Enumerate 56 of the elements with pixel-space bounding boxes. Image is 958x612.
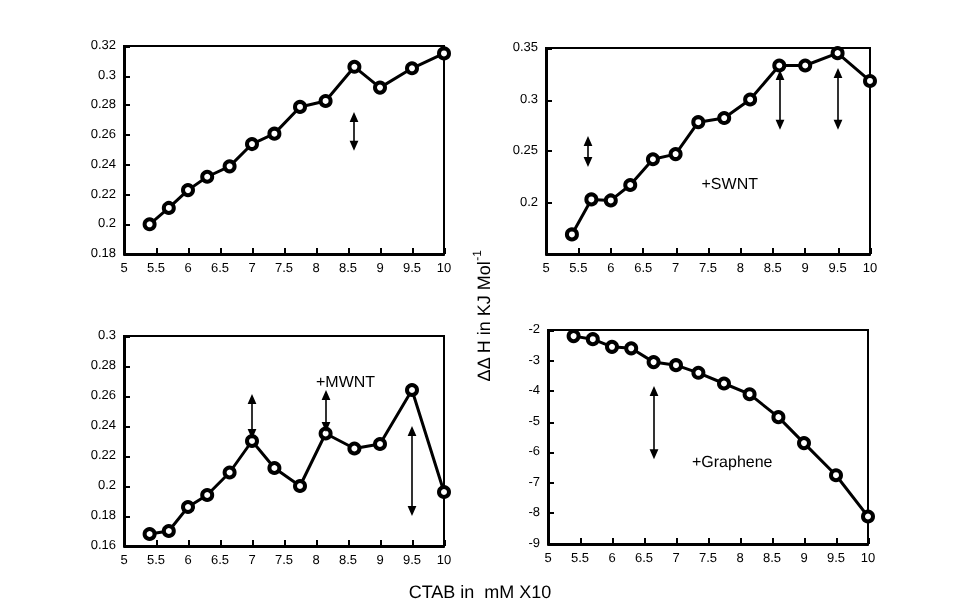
point [293, 479, 307, 493]
point [585, 332, 600, 347]
point [669, 358, 683, 373]
point [293, 99, 307, 114]
point [161, 524, 176, 538]
point [200, 488, 215, 502]
point [437, 485, 451, 499]
point [645, 152, 660, 167]
point [624, 341, 639, 356]
point [743, 92, 758, 107]
point [830, 46, 845, 61]
point [405, 383, 419, 397]
point [798, 58, 813, 73]
point [373, 80, 387, 95]
point [181, 183, 195, 198]
annotation: +Graphene [692, 453, 774, 472]
point [668, 147, 683, 162]
point [863, 73, 877, 88]
point [772, 58, 787, 73]
x-axis-title: CTAB in mM X10 [408, 582, 552, 602]
point [584, 192, 599, 207]
point [318, 93, 333, 108]
point [161, 200, 176, 215]
point [318, 426, 333, 441]
annotation: +MWNT [316, 372, 376, 391]
point [605, 339, 619, 354]
point [771, 410, 786, 425]
point [405, 61, 419, 76]
point [646, 355, 661, 370]
point [142, 527, 157, 541]
point [797, 436, 811, 451]
point [347, 441, 362, 456]
point [200, 169, 215, 184]
point [564, 227, 579, 242]
point [717, 111, 732, 126]
annotation: +SWNT [701, 174, 759, 193]
point [566, 329, 581, 344]
point [717, 376, 731, 391]
point [142, 217, 157, 232]
point [222, 465, 237, 480]
point [373, 437, 387, 451]
point [691, 365, 706, 380]
point [222, 159, 237, 174]
point [603, 193, 618, 208]
point [245, 137, 259, 152]
point [861, 509, 875, 524]
point [623, 177, 638, 192]
point [267, 126, 282, 141]
point [742, 387, 757, 402]
point [181, 500, 195, 514]
point [437, 46, 451, 61]
point [691, 115, 706, 130]
point [245, 434, 259, 448]
point [829, 468, 843, 483]
point [267, 461, 282, 475]
point [347, 59, 362, 74]
